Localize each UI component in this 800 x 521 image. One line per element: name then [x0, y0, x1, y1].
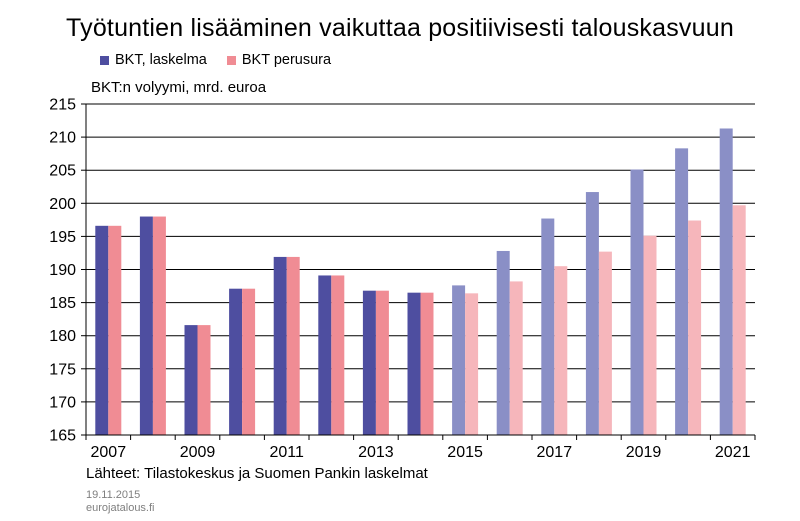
- bar-laskelma-2008: [139, 216, 153, 435]
- bar-laskelma-2007: [95, 225, 109, 435]
- y-tick-label-175: 175: [49, 361, 76, 378]
- legend-item-perusura: BKT perusura: [226, 52, 332, 68]
- x-tick-label-2007: 2007: [91, 444, 127, 461]
- x-tick-label-2017: 2017: [537, 444, 573, 461]
- bar-perusura-2010: [242, 288, 256, 435]
- bar-laskelma-2018: [585, 192, 599, 435]
- x-tick-label-2019: 2019: [626, 444, 662, 461]
- bar-laskelma-2012: [318, 275, 332, 435]
- bar-laskelma-2010: [229, 288, 243, 435]
- bar-laskelma-2016: [496, 250, 510, 435]
- bar-perusura-2015: [465, 293, 479, 435]
- y-tick-label-165: 165: [49, 428, 76, 445]
- y-axis-unit-label: BKT:n volyymi, mrd. euroa: [91, 79, 267, 96]
- bar-perusura-2021: [732, 205, 746, 435]
- bar-laskelma-2017: [541, 218, 555, 435]
- axes: [81, 103, 756, 440]
- bar-perusura-2009: [197, 325, 211, 435]
- bar-laskelma-2009: [184, 325, 198, 435]
- legend-swatch-perusura: [226, 55, 236, 65]
- x-tick-labels: 2007 2009 2011 2013 2015 2017 2019 2021: [91, 444, 751, 461]
- bar-laskelma-2021: [719, 128, 733, 435]
- bar-laskelma-2011: [273, 256, 287, 435]
- y-tick-label-210: 210: [49, 130, 76, 147]
- bar-perusura-2016: [509, 281, 523, 435]
- x-tick-label-2015: 2015: [447, 444, 483, 461]
- bar-perusura-2008: [152, 216, 166, 435]
- y-tick-label-185: 185: [49, 295, 76, 312]
- bar-perusura-2013: [375, 290, 389, 435]
- site-name: eurojatalous.fi: [86, 502, 155, 514]
- bar-perusura-2007: [108, 225, 122, 435]
- bar-laskelma-2020: [675, 148, 689, 435]
- x-tick-label-2013: 2013: [358, 444, 394, 461]
- legend-label-perusura: BKT perusura: [241, 52, 332, 68]
- bar-laskelma-2014: [407, 292, 421, 435]
- y-tick-label-180: 180: [49, 328, 76, 345]
- y-tick-label-195: 195: [49, 229, 76, 246]
- bar-perusura-2019: [643, 235, 657, 435]
- bar-perusura-2017: [554, 266, 568, 435]
- publish-date: 19.11.2015: [86, 489, 141, 501]
- bar-perusura-2012: [331, 275, 345, 435]
- x-tick-label-2021: 2021: [715, 444, 751, 461]
- y-tick-labels: 165 170 175 180 185 190 195 200 205 210 215: [49, 97, 76, 445]
- y-tick-label-215: 215: [49, 97, 76, 114]
- bar-laskelma-2013: [362, 290, 376, 435]
- bar-perusura-2011: [286, 256, 300, 435]
- y-tick-label-205: 205: [49, 163, 76, 180]
- bar-perusura-2020: [688, 220, 702, 435]
- chart-title: Työtuntien lisääminen vaikuttaa positiiv…: [66, 14, 734, 42]
- legend-item-laskelma: BKT, laskelma: [100, 52, 207, 68]
- bar-perusura-2014: [420, 292, 434, 435]
- x-tick-label-2011: 2011: [269, 444, 304, 461]
- legend-label-laskelma: BKT, laskelma: [115, 52, 207, 68]
- bars: [95, 128, 746, 435]
- bar-laskelma-2015: [452, 285, 466, 435]
- bar-laskelma-2019: [630, 169, 644, 435]
- bar-perusura-2018: [598, 251, 612, 435]
- y-tick-label-200: 200: [49, 196, 76, 213]
- y-tick-label-190: 190: [49, 262, 76, 279]
- legend: BKT, laskelma BKT perusura: [100, 52, 331, 68]
- legend-swatch-laskelma: [100, 55, 109, 65]
- source-note: Lähteet: Tilastokeskus ja Suomen Pankin …: [86, 465, 428, 482]
- x-tick-label-2009: 2009: [180, 444, 216, 461]
- y-tick-label-170: 170: [49, 394, 76, 411]
